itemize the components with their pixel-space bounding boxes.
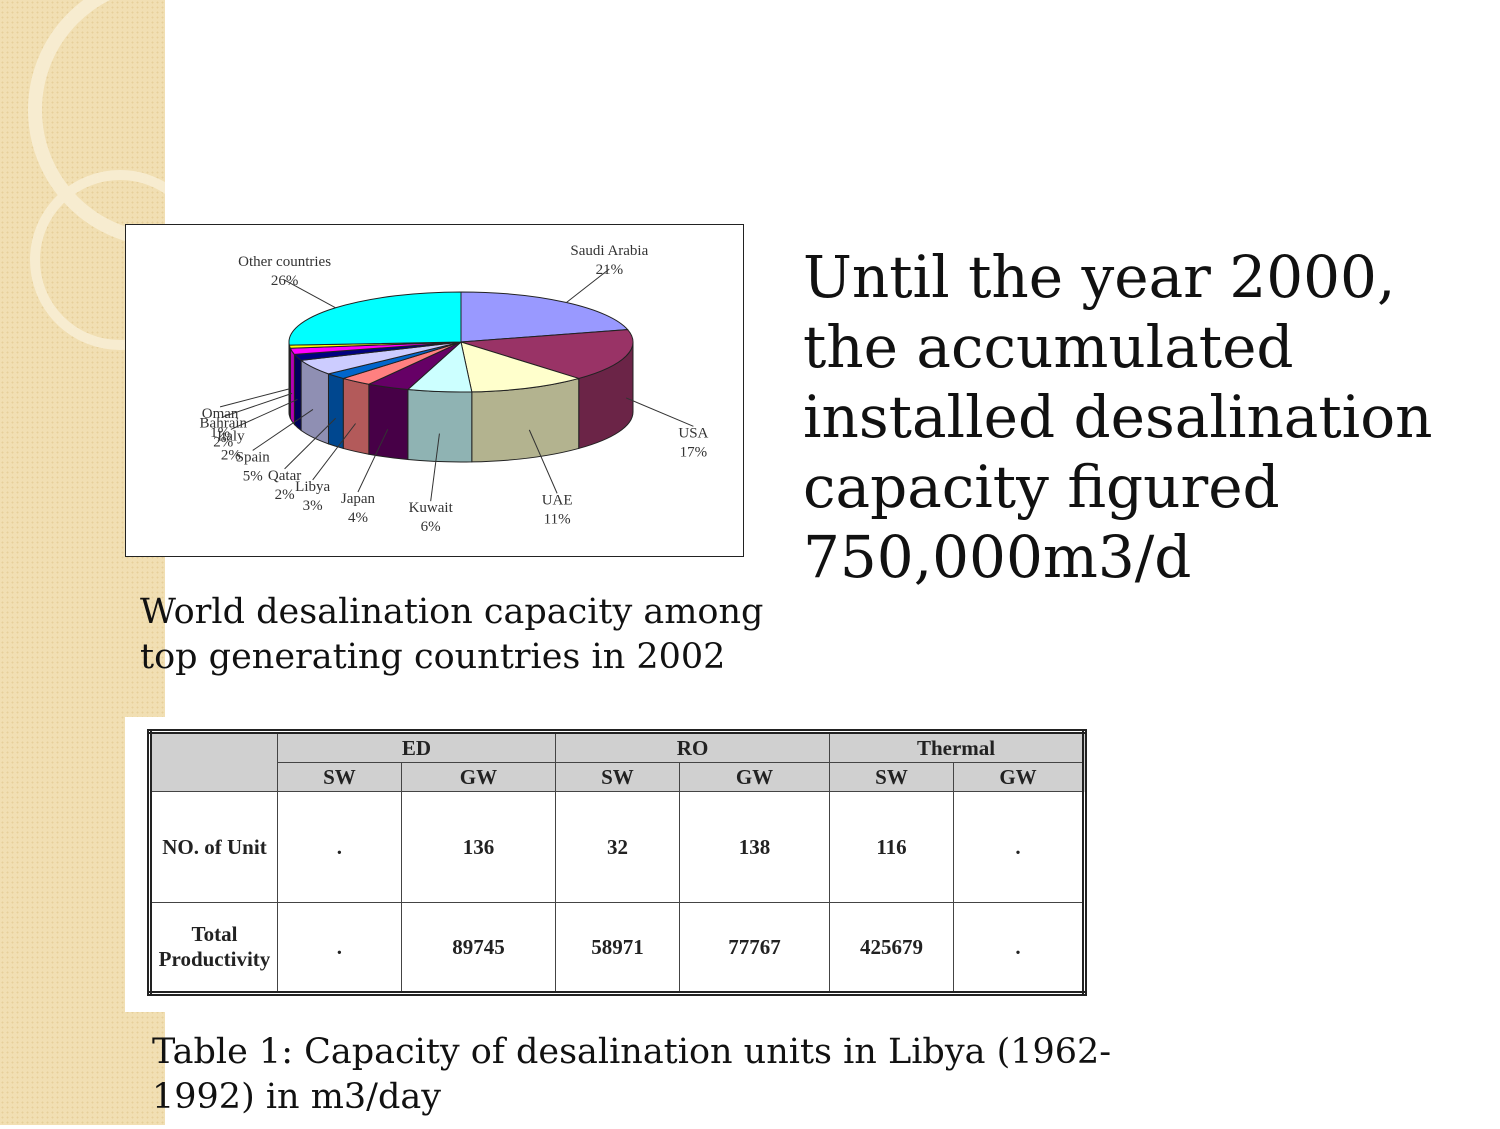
slice-label: Oman: [202, 406, 239, 422]
table-cell: .: [953, 903, 1084, 994]
pie-slice-side: [343, 378, 369, 454]
body-text: Until the year 2000, the accumulated ins…: [803, 242, 1443, 592]
slice-value-label: 21%: [596, 262, 624, 278]
slice-label: Saudi Arabia: [570, 243, 648, 259]
table-cell: 116: [830, 792, 954, 903]
slice-value-label: 6%: [421, 519, 441, 535]
sub-header: SW: [830, 763, 954, 792]
table-cell: 58971: [556, 903, 680, 994]
pie-slice-side: [294, 354, 301, 430]
pie-slice-side: [328, 374, 343, 449]
corner-cell: [150, 732, 278, 792]
row-header: Total Productivity: [150, 903, 278, 994]
slice-value-label: 4%: [348, 510, 368, 526]
sub-header: SW: [277, 763, 401, 792]
group-header: RO: [556, 732, 830, 763]
pie-chart-frame: Saudi Arabia 21% USA 17% UAE 11% Kuwait 6% Japan…: [125, 224, 744, 557]
slice-label: Other countries: [238, 254, 331, 270]
slice-label: Japan: [341, 491, 376, 507]
table-caption: Table 1: Capacity of desalination units …: [152, 1030, 1212, 1120]
sub-header: GW: [401, 763, 555, 792]
group-header: Thermal: [830, 732, 1085, 763]
row-header: NO. of Unit: [150, 792, 278, 903]
table-cell: 32: [556, 792, 680, 903]
pie-slice-side: [290, 348, 294, 424]
pie-slice: [289, 292, 461, 345]
table-cell: .: [953, 792, 1084, 903]
slice-value-label: 17%: [680, 444, 708, 460]
slice-value-label: 26%: [271, 273, 299, 289]
leader-line: [626, 398, 693, 426]
slice-value-label: 3%: [303, 498, 323, 514]
slice-label: UAE: [542, 492, 573, 508]
slice-label: Kuwait: [409, 500, 454, 516]
pie-slice-side: [369, 384, 408, 459]
table-cell: 136: [401, 792, 555, 903]
sub-header: GW: [953, 763, 1084, 792]
slice-label: USA: [678, 425, 708, 441]
table-cell: 138: [679, 792, 829, 903]
slice-value-label: 5%: [243, 468, 263, 484]
table-cell: 89745: [401, 903, 555, 994]
slice-label: Qatar: [268, 468, 301, 484]
chart-caption: World desalination capacity among top ge…: [140, 590, 820, 680]
pie-chart: Saudi Arabia 21% USA 17% UAE 11% Kuwait 6% Japan…: [126, 225, 743, 556]
slice-value-label: 1%: [210, 425, 230, 441]
table-cell: 77767: [679, 903, 829, 994]
slice-value-label: 11%: [544, 511, 571, 527]
pie-slice-side: [408, 390, 472, 462]
sub-header: SW: [556, 763, 680, 792]
table-cell: .: [277, 903, 401, 994]
sub-header: GW: [679, 763, 829, 792]
pie-slice-side: [301, 360, 328, 443]
slice-value-label: 2%: [275, 487, 295, 503]
group-header: ED: [277, 732, 555, 763]
table-cell: 425679: [830, 903, 954, 994]
table-cell: .: [277, 792, 401, 903]
